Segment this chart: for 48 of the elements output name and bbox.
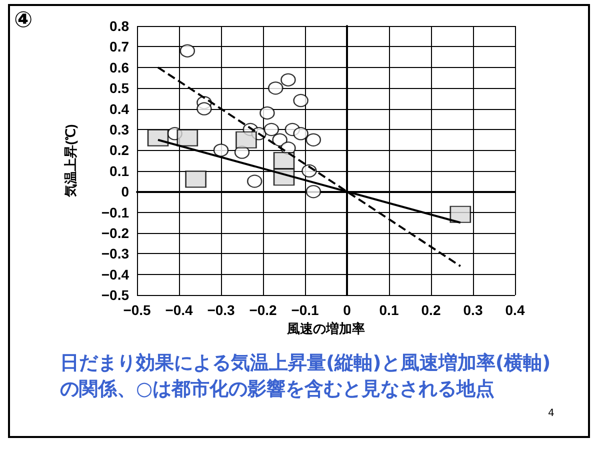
y-tick-label: 0.2	[110, 142, 130, 158]
point	[306, 185, 321, 198]
x-tick-label: 0.1	[379, 302, 399, 318]
x-tick-label: 0	[343, 302, 352, 318]
y-tick-label: −0.2	[101, 225, 130, 241]
point	[236, 131, 257, 148]
x-tick-label: −0.3	[207, 302, 236, 318]
point	[273, 152, 295, 170]
y-tick-label: −0.3	[101, 246, 130, 262]
text: ④	[14, 8, 33, 33]
x-tick-label: 0.3	[463, 302, 483, 318]
point	[180, 44, 195, 58]
point	[247, 174, 262, 188]
x-tick-label: −0.1	[291, 302, 320, 318]
point	[272, 133, 288, 146]
y-tick-label: −0.4	[101, 266, 130, 282]
x-tick-label: −0.5	[123, 302, 152, 318]
point	[280, 73, 296, 86]
y-tick-label: 0.8	[110, 18, 130, 34]
y-tick-label: 0	[121, 184, 130, 200]
y-tick-label: 0.5	[110, 80, 130, 96]
y-tick-label: 0.4	[110, 100, 130, 117]
x-axis-title: 風速の増加率	[286, 321, 365, 336]
point	[260, 106, 275, 120]
x-tick-label: 0.2	[421, 302, 441, 318]
point	[264, 122, 279, 136]
text: 日だまり効果による気温上昇量(縦軸)と風速増加率(横軸)の関係、○は都市化の影響を含むと見なされる地点	[60, 351, 552, 402]
y-tick-label: −0.5	[101, 287, 130, 304]
x-tick-label: −0.2	[249, 302, 278, 318]
point	[185, 170, 206, 188]
x-tick-label: −0.4	[165, 302, 194, 318]
y-axis-title: 気温上昇(℃)	[63, 124, 78, 198]
y-tick-label: 0.1	[110, 162, 130, 179]
point	[213, 144, 229, 157]
point	[268, 82, 284, 95]
point	[176, 129, 198, 146]
y-tick-label: −0.1	[101, 204, 130, 220]
point	[293, 94, 308, 108]
text: 4	[548, 408, 554, 419]
point	[293, 127, 308, 140]
y-tick-label: 0.7	[110, 38, 130, 55]
point	[196, 102, 212, 116]
point	[147, 129, 169, 146]
y-tick-label: 0.3	[110, 122, 130, 138]
point	[306, 133, 321, 146]
x-tick-label: 0.4	[505, 302, 525, 318]
point	[450, 206, 471, 223]
y-tick-label: 0.6	[110, 59, 130, 76]
